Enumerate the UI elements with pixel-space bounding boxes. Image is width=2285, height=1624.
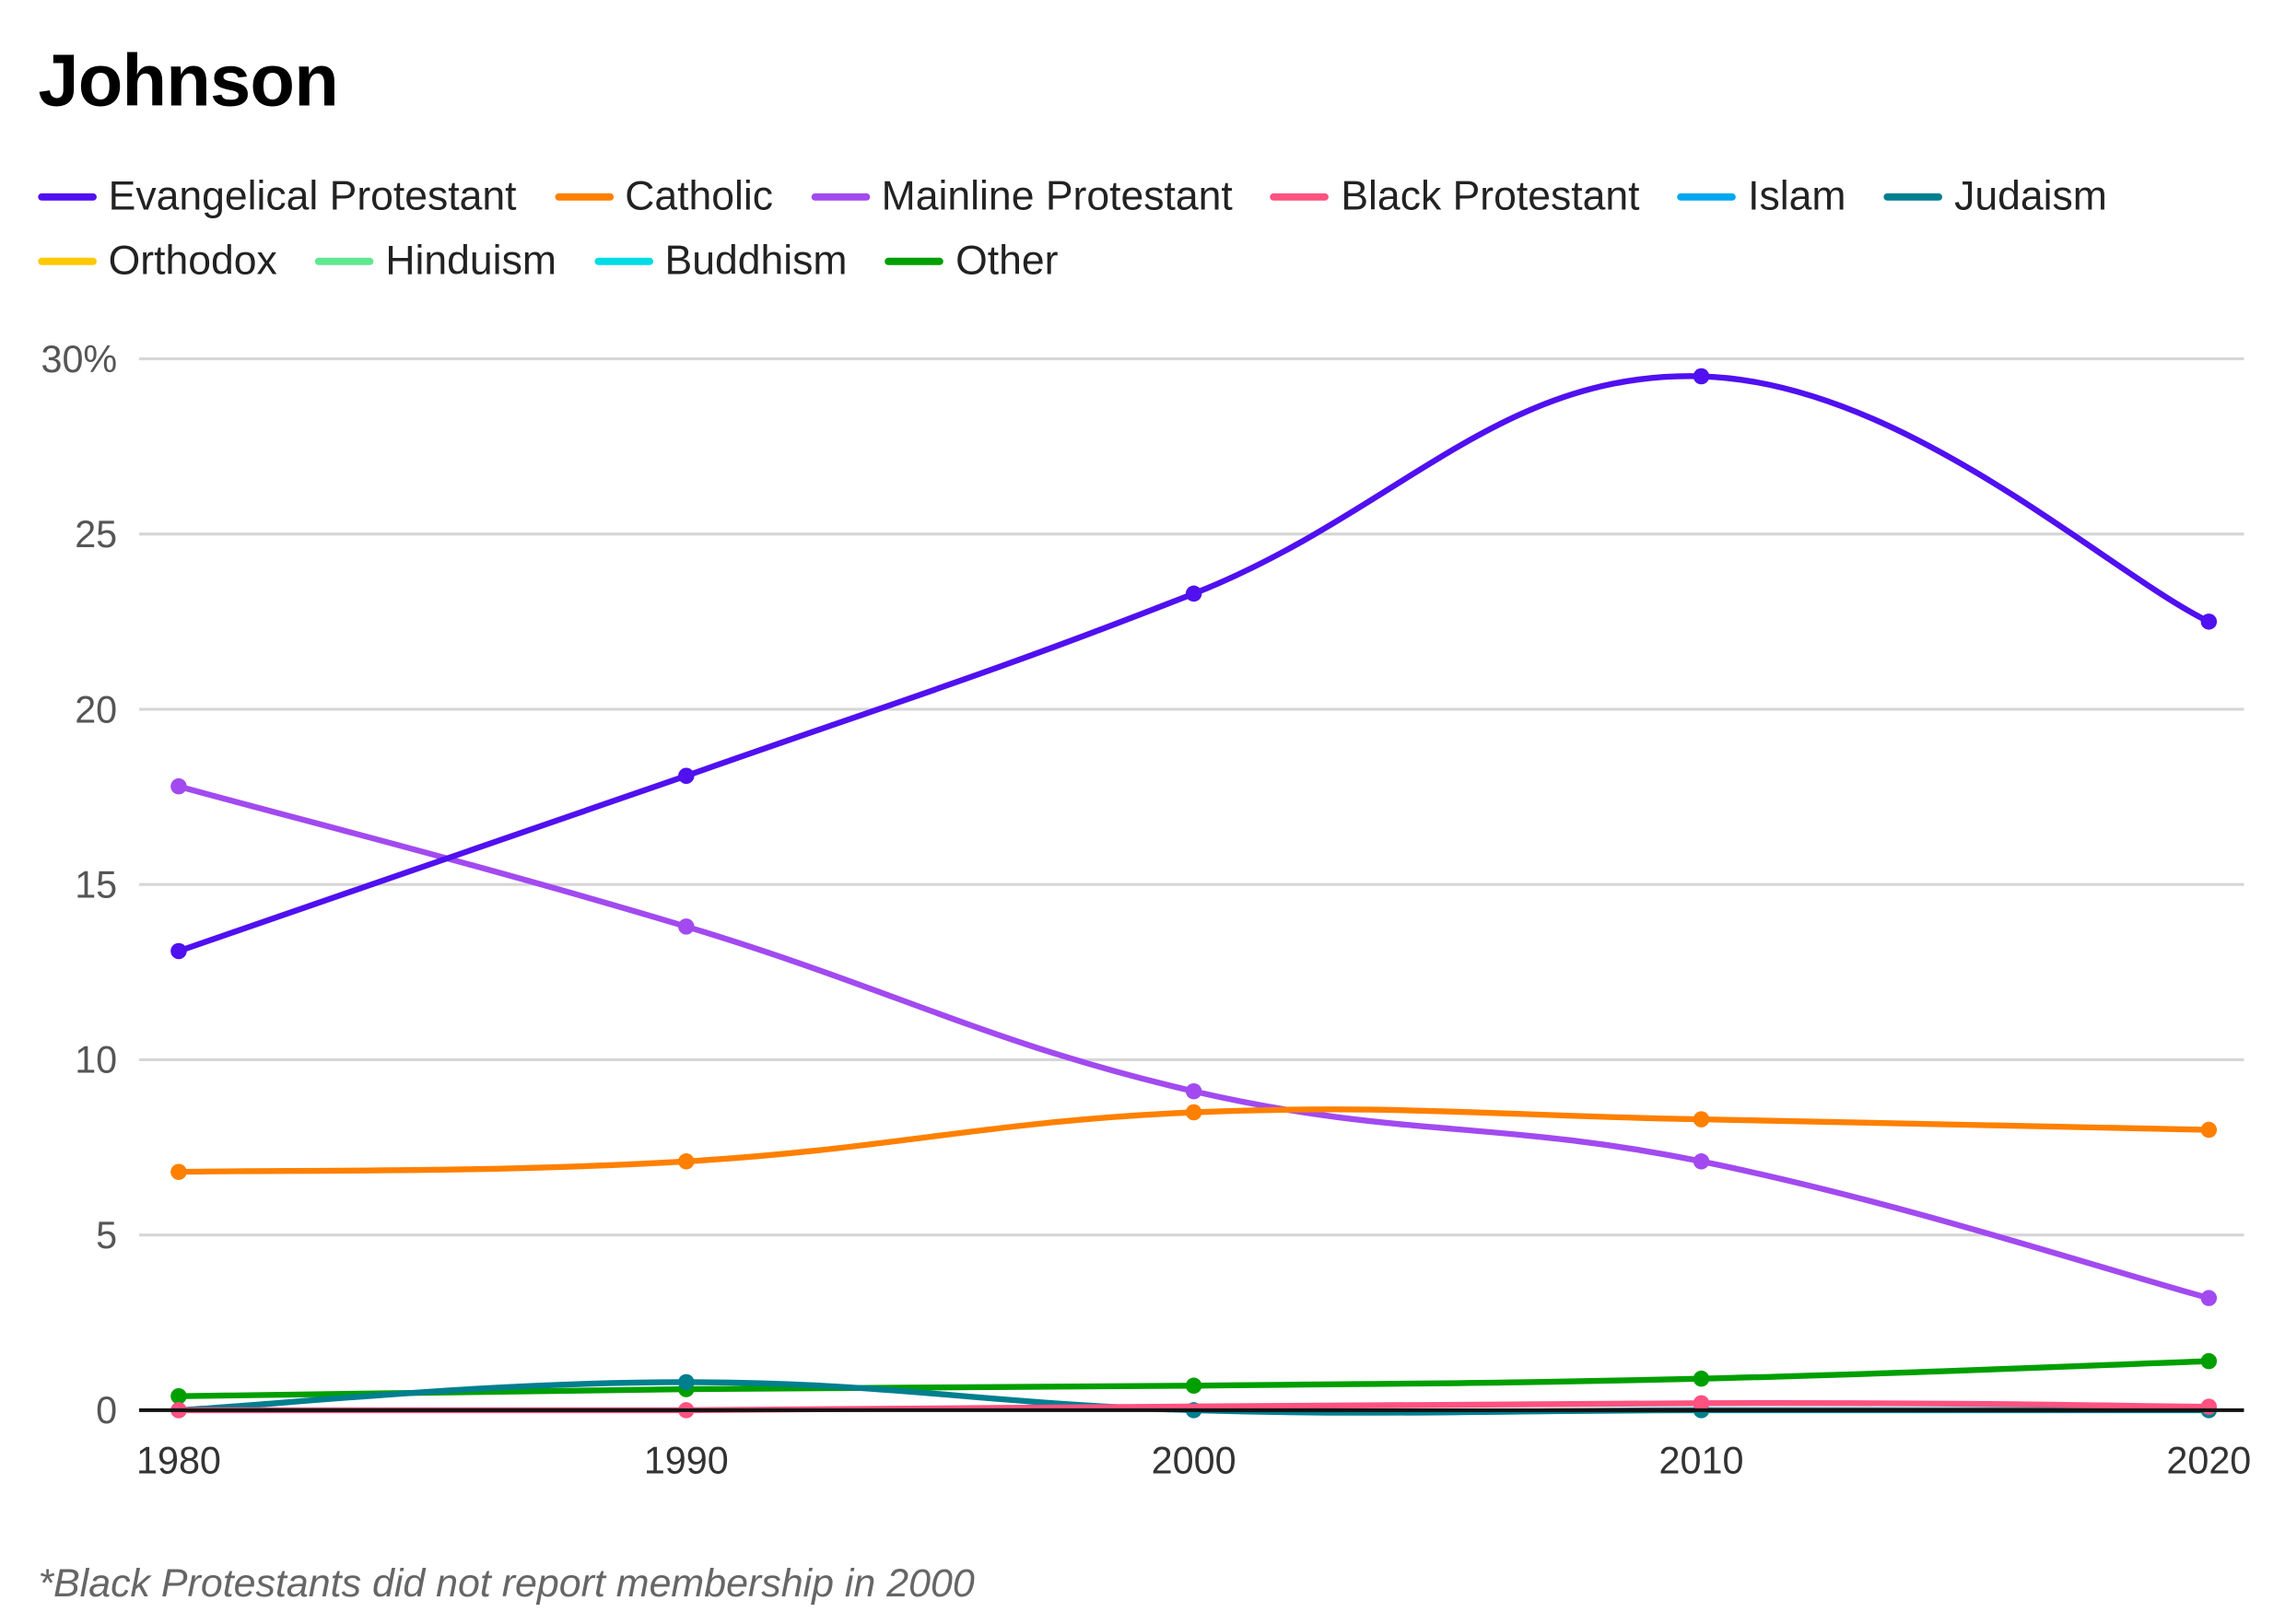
data-point [1693, 1395, 1710, 1412]
legend-item: Buddhism [594, 238, 847, 285]
legend-label: Catholic [625, 172, 774, 218]
legend-swatch [594, 256, 653, 264]
x-tick-label: 2020 [2166, 1439, 2251, 1481]
data-point [1693, 368, 1710, 385]
legend-label: Orthodox [108, 237, 277, 283]
legend-label: Judaism [1954, 172, 2107, 218]
data-point [1693, 1111, 1710, 1127]
legend-item: Catholic [554, 172, 774, 220]
data-point [678, 1153, 695, 1170]
legend-item: Evangelical Protestant [38, 172, 517, 220]
data-point [1185, 1104, 1202, 1121]
legend-swatch [38, 193, 97, 200]
data-point [678, 767, 695, 784]
data-point [170, 1163, 187, 1180]
data-point [1185, 1377, 1202, 1395]
legend-label: Mainline Protestant [881, 172, 1233, 218]
legend-label: Islam [1748, 172, 1846, 218]
data-point [678, 918, 695, 935]
y-tick-label: 10 [75, 1039, 117, 1081]
data-point [2200, 1352, 2218, 1370]
data-point [1185, 1082, 1202, 1100]
y-tick-label: 25 [75, 513, 117, 555]
legend-swatch [811, 193, 870, 200]
legend-label: Black Protestant [1341, 172, 1640, 218]
legend-item: Hinduism [315, 238, 557, 285]
data-point [2200, 1290, 2218, 1306]
data-point [1693, 1370, 1710, 1387]
data-point [1185, 585, 1202, 602]
y-tick-label: 5 [96, 1214, 117, 1256]
series-line [175, 373, 2212, 954]
x-tick-label: 2000 [1152, 1439, 1236, 1481]
y-tick-label: 20 [75, 688, 117, 730]
data-point [2200, 1121, 2218, 1139]
legend: Evangelical Protestant Catholic Mainline P… [38, 173, 2264, 285]
y-tick-label: 30% [41, 338, 117, 380]
data-point [170, 777, 187, 795]
data-point [678, 1373, 695, 1391]
series-line [175, 783, 2212, 1302]
y-tick-label: 0 [96, 1389, 117, 1431]
legend-label: Hinduism [385, 237, 557, 283]
legend-label: Buddhism [664, 237, 848, 283]
legend-label: Evangelical Protestant [108, 172, 517, 218]
legend-swatch [885, 256, 944, 264]
legend-item: Other [885, 237, 1059, 285]
x-tick-label: 1980 [136, 1439, 221, 1481]
data-point [2200, 613, 2218, 630]
legend-swatch [1677, 193, 1737, 200]
y-tick-label: 15 [75, 864, 117, 906]
legend-swatch [554, 193, 614, 200]
legend-swatch [1271, 193, 1330, 200]
chart-title: Johnson [38, 39, 338, 122]
legend-item: Islam [1677, 172, 1846, 220]
data-point [170, 942, 187, 960]
legend-item: Orthodox [38, 237, 277, 285]
legend-swatch [1883, 193, 1943, 200]
legend-swatch [38, 256, 97, 264]
legend-label: Other [955, 237, 1059, 283]
data-point [170, 1387, 187, 1405]
legend-item: Mainline Protestant [811, 172, 1233, 220]
footnote: *Black Protestants did not report member… [38, 1560, 975, 1606]
legend-item: Black Protestant [1271, 173, 1639, 220]
data-point [1693, 1153, 1710, 1170]
legend-swatch [315, 256, 374, 264]
x-tick-label: 2010 [1659, 1439, 1744, 1481]
x-tick-label: 1990 [644, 1439, 729, 1481]
data-point [2200, 1398, 2218, 1415]
legend-item: Judaism [1883, 172, 2107, 220]
